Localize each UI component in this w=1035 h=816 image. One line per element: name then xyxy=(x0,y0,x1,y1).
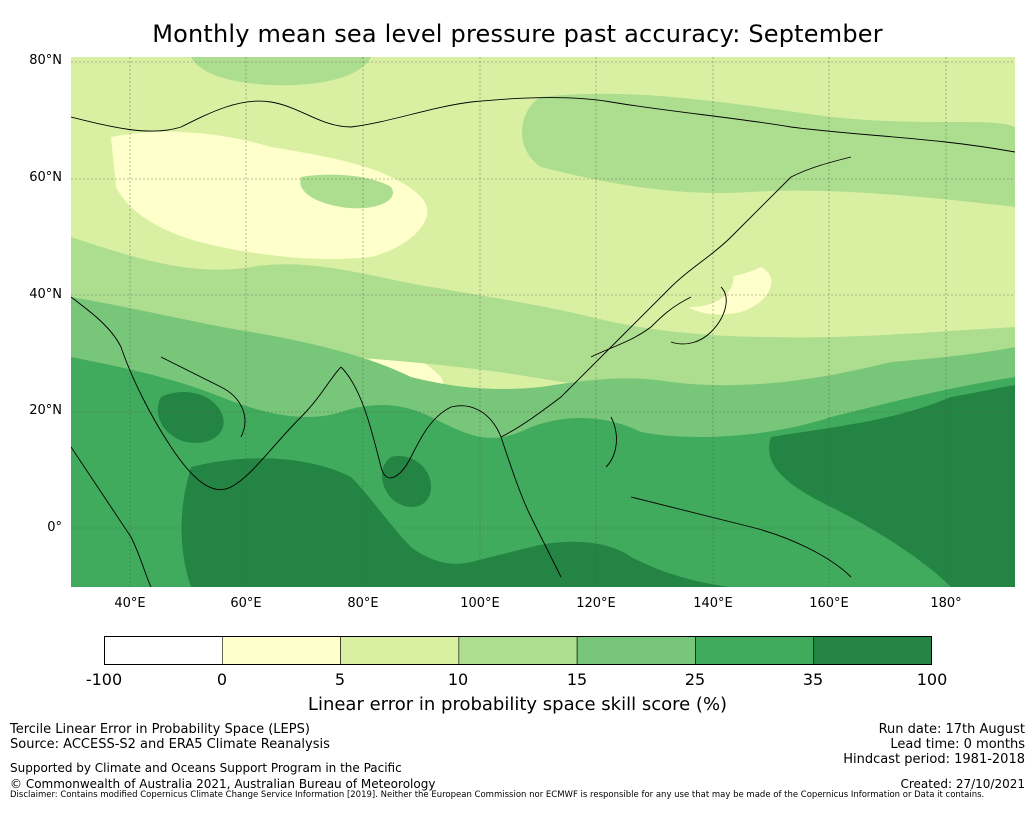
colorbar-tick-15: 15 xyxy=(566,670,588,689)
lat-label-20n: 20°N xyxy=(29,403,62,418)
footer-created: Created: 27/10/2021 xyxy=(900,777,1025,791)
colorbar-segment-4 xyxy=(576,636,696,665)
skill-region-central-asia-0-5 xyxy=(111,131,428,259)
skill-region-siberia-15-25 xyxy=(522,93,1015,207)
lat-label-40n: 40°N xyxy=(29,287,62,302)
lat-label-60n: 60°N xyxy=(29,170,62,185)
map-gridlines xyxy=(71,57,1015,587)
skill-region-indian-ocean-core xyxy=(181,458,731,587)
colorbar-tick-35: 35 xyxy=(802,670,824,689)
coastlines xyxy=(71,97,1015,587)
colorbar-label: Linear error in probability space skill … xyxy=(307,694,728,715)
colorbar-segment-0 xyxy=(104,636,223,665)
colorbar-segment-1 xyxy=(221,636,341,665)
lat-label-0: 0° xyxy=(47,520,62,535)
lon-label-120e: 120°E xyxy=(576,596,616,611)
lon-label-80e: 80°E xyxy=(347,596,379,611)
colorbar-segment-3 xyxy=(458,636,578,665)
lon-label-40e: 40°E xyxy=(114,596,146,611)
skill-region-arabia-core xyxy=(157,392,224,443)
map-title: Monthly mean sea level pressure past acc… xyxy=(152,20,883,48)
footer-source: Source: ACCESS-S2 and ERA5 Climate Reana… xyxy=(10,737,330,752)
colorbar-segment-2 xyxy=(340,636,460,665)
footer-copyright: © Commonwealth of Australia 2021, Austra… xyxy=(10,777,436,791)
skill-region-midlat-15-25 xyxy=(71,237,1015,417)
colorbar-tick-10: 10 xyxy=(447,670,469,689)
colorbar-tick-100: 100 xyxy=(916,670,948,689)
lon-label-60e: 60°E xyxy=(230,596,262,611)
lat-label-80n: 80°N xyxy=(29,53,62,68)
skill-region-japan-5-10 xyxy=(631,251,734,307)
skill-region-arctic-15-25 xyxy=(191,57,371,86)
colorbar-tick-25: 25 xyxy=(684,670,706,689)
colorbar-segment-6 xyxy=(813,636,932,665)
footer-disclaimer: Disclaimer: Contains modified Copernicus… xyxy=(10,790,985,800)
lon-label-100e: 100°E xyxy=(460,596,500,611)
lon-label-160e: 160°E xyxy=(809,596,849,611)
footer-run-date: Run date: 17th August xyxy=(878,722,1025,737)
footer-method: Tercile Linear Error in Probability Spac… xyxy=(10,722,310,737)
skill-score-map xyxy=(71,57,1015,587)
footer-hindcast: Hindcast period: 1981-2018 xyxy=(843,752,1025,767)
colorbar xyxy=(104,636,932,665)
footer-lead-time: Lead time: 0 months xyxy=(890,737,1025,752)
lon-label-140e: 140°E xyxy=(693,596,733,611)
footer-support: Supported by Climate and Oceans Support … xyxy=(10,761,402,775)
skill-region-pacific-core xyxy=(769,385,1015,587)
colorbar-segment-5 xyxy=(695,636,815,665)
colorbar-tick-5: 5 xyxy=(334,670,346,689)
colorbar-tick-0: 0 xyxy=(216,670,228,689)
lon-label-180: 180° xyxy=(930,596,962,611)
skill-region-eurasia-15-25-patch xyxy=(300,174,393,209)
colorbar-tick-neg100: -100 xyxy=(85,670,123,689)
skill-region-bay-of-bengal-core xyxy=(381,456,431,507)
